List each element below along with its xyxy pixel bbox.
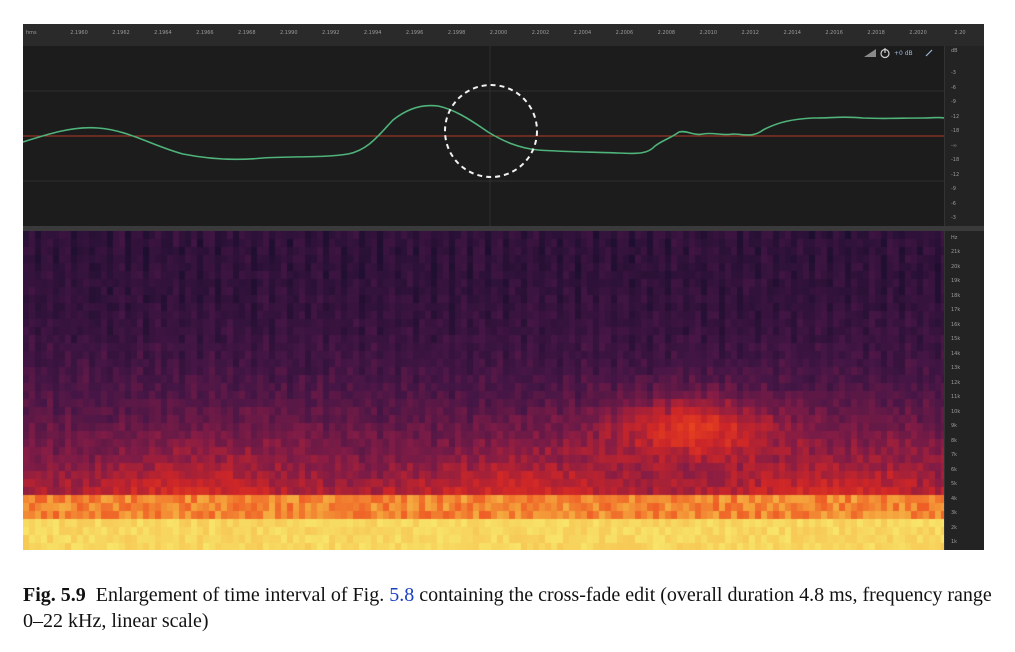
hz-tick-label: 19k (951, 278, 961, 285)
time-tick-label: 2.2004 (573, 30, 592, 36)
db-tick-label: -6 (951, 84, 956, 91)
time-tick-label: 2.1964 (154, 30, 172, 36)
frequency-scale: Hz 21k 20k 19k 18k 17k 16k 15k 14k 13k 12k 11k 10k 9k… (944, 231, 984, 550)
gain-label: +0 dB (894, 49, 913, 57)
db-scale: dB -3 -6 -9 -12 -18 -∞ -18 -12 -9 -6 -3 (944, 46, 984, 226)
waveform-svg (23, 46, 945, 226)
spectrogram-panel[interactable] (23, 231, 944, 550)
db-tick-label: -9 (951, 99, 956, 105)
edit-icon[interactable] (925, 47, 933, 59)
time-tick-label: 2.1992 (321, 30, 340, 36)
hz-tick-label: 10k (951, 408, 961, 415)
power-icon[interactable] (879, 47, 891, 59)
hz-tick-label: 6k (951, 466, 958, 473)
highlight-circle (444, 84, 538, 178)
db-tick-label: -12 (951, 171, 960, 178)
time-tick-label: 2.1994 (363, 30, 382, 36)
db-tick-label: -∞ (951, 142, 957, 149)
db-tick-label: -18 (951, 157, 960, 163)
time-tick-label: 2.2002 (531, 30, 550, 36)
hz-tick-label: 11k (951, 394, 961, 401)
time-unit-label: hms (26, 30, 37, 36)
hz-tick-label: 9k (951, 423, 958, 430)
figure-caption: Fig. 5.9 Enlargement of time interval of… (23, 582, 993, 634)
db-tick-label: -18 (951, 128, 960, 134)
hz-tick-label: 16k (951, 321, 961, 328)
time-tick-label: 2.1962 (112, 30, 130, 36)
db-tick-label: -9 (951, 186, 956, 192)
time-tick-label: 2.20 (954, 30, 966, 36)
time-tick-label: 2.2020 (909, 30, 927, 36)
figure-reference-link[interactable]: 5.8 (389, 584, 415, 606)
time-tick-label: 2.2016 (825, 30, 843, 36)
hz-tick-label: 20k (951, 263, 961, 270)
channel-controls: +0 dB (863, 47, 943, 63)
caption-text-start: Enlargement of time interval of Fig. (95, 584, 385, 606)
time-tick-label: 2.2012 (741, 30, 759, 36)
spectrogram-canvas (23, 231, 944, 550)
waveform-trace (23, 104, 945, 161)
hz-tick-label: 2k (951, 524, 958, 531)
hz-tick-label: 7k (951, 452, 958, 459)
db-tick-label: -12 (951, 113, 960, 120)
time-tick-label: 2.2006 (615, 30, 634, 36)
time-tick-label: 2.2008 (657, 30, 676, 36)
spectrogram-figure: hms 2.1960 2.1962 2.1964 2.1966 2.1968 2.1990… (23, 24, 984, 550)
hz-tick-label: 13k (951, 365, 961, 372)
hz-tick-label: 15k (951, 336, 961, 343)
time-tick-label: 2.1960 (70, 30, 88, 36)
caption-text-end: containing the cross-fade edit (overall … (23, 584, 992, 632)
time-tick-label: 2.2000 (489, 30, 508, 36)
hz-tick-label: 1k (951, 539, 958, 545)
time-ruler[interactable]: hms 2.1960 2.1962 2.1964 2.1966 2.1968 2.1990… (23, 24, 984, 47)
hz-tick-label: 3k (951, 510, 958, 517)
db-tick-label: -3 (951, 70, 956, 76)
time-tick-label: 2.2014 (783, 30, 801, 36)
db-unit-label: dB (951, 48, 958, 54)
time-tick-label: 2.1968 (238, 30, 256, 36)
hz-tick-label: 5k (951, 481, 958, 488)
time-tick-label: 2.1996 (405, 30, 424, 36)
panel-divider[interactable] (23, 226, 984, 231)
hz-tick-label: 8k (951, 437, 958, 444)
hz-tick-label: Hz (951, 235, 958, 241)
time-tick-label: 2.1966 (196, 30, 214, 36)
hz-tick-label: 12k (951, 379, 961, 386)
db-tick-label: -6 (951, 200, 956, 207)
waveform-panel[interactable] (23, 46, 945, 226)
time-tick-label: 2.1990 (280, 30, 298, 36)
hz-tick-label: 17k (951, 307, 961, 314)
db-tick-label: -3 (951, 215, 956, 221)
time-tick-label: 2.2010 (699, 30, 718, 36)
hz-tick-label: 14k (951, 350, 961, 357)
hz-tick-label: 18k (951, 292, 961, 299)
caption-label: Fig. 5.9 (23, 584, 86, 606)
hz-tick-label: 4k (951, 495, 958, 502)
volume-icon[interactable] (863, 47, 877, 59)
time-tick-label: 2.1998 (447, 30, 466, 36)
time-tick-label: 2.2018 (867, 30, 885, 36)
hz-tick-label: 21k (951, 249, 961, 256)
